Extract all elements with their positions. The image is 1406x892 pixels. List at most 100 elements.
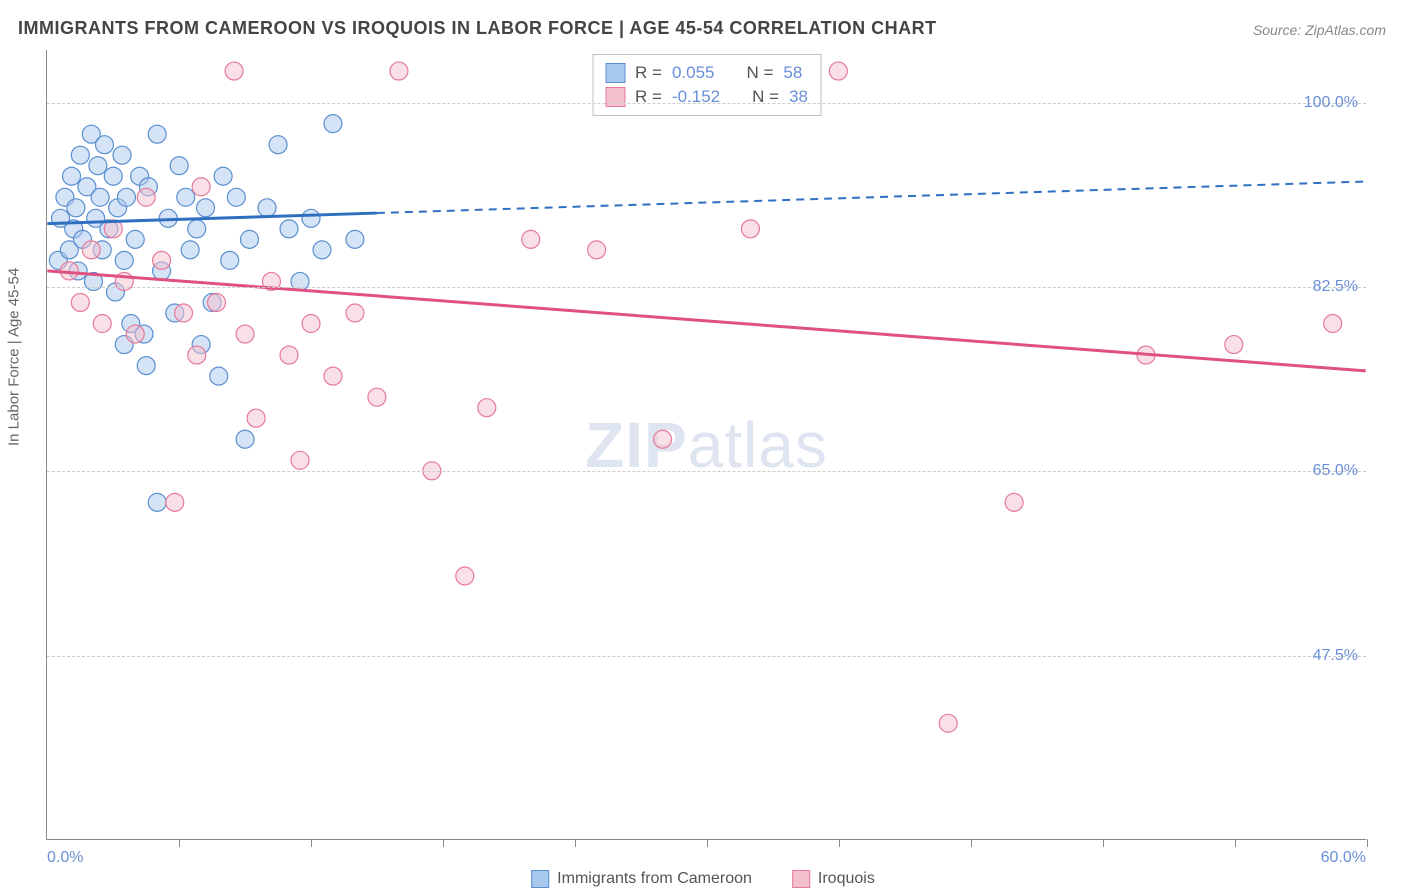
scatter-point [291, 451, 309, 469]
stats-swatch [605, 87, 625, 107]
x-tick [311, 839, 312, 847]
scatter-point [115, 251, 133, 269]
scatter-point [225, 62, 243, 80]
legend-swatch [792, 870, 810, 888]
x-tick [179, 839, 180, 847]
x-tick [443, 839, 444, 847]
legend-item: Iroquois [792, 870, 875, 888]
scatter-point [153, 251, 171, 269]
chart-container: IMMIGRANTS FROM CAMEROON VS IROQUOIS IN … [0, 0, 1406, 892]
x-max-label: 60.0% [1321, 849, 1366, 867]
scatter-point [192, 336, 210, 354]
scatter-point [221, 251, 239, 269]
scatter-point [78, 178, 96, 196]
scatter-point [654, 430, 672, 448]
scatter-point [166, 493, 184, 511]
scatter-point [236, 430, 254, 448]
legend-label: Iroquois [818, 870, 875, 888]
scatter-point [60, 262, 78, 280]
scatter-point [100, 220, 118, 238]
scatter-point [67, 199, 85, 217]
scatter-point [74, 230, 92, 248]
scatter-point [71, 293, 89, 311]
scatter-point [214, 167, 232, 185]
scatter-point [113, 146, 131, 164]
scatter-point [91, 188, 109, 206]
scatter-point [324, 367, 342, 385]
x-tick [707, 839, 708, 847]
watermark-light: atlas [688, 409, 828, 481]
scatter-point [117, 188, 135, 206]
stats-n-value: 38 [789, 87, 808, 107]
scatter-point [71, 146, 89, 164]
legend-label: Immigrants from Cameroon [557, 870, 752, 888]
scatter-point [82, 241, 100, 259]
bottom-legend: Immigrants from Cameroon Iroquois [531, 870, 875, 888]
gridline-h [47, 103, 1366, 104]
stats-n-value: 58 [783, 63, 802, 83]
scatter-svg [47, 50, 1366, 839]
scatter-point [137, 188, 155, 206]
scatter-point [192, 178, 210, 196]
scatter-point [247, 409, 265, 427]
stats-r-label: R = [635, 87, 662, 107]
scatter-point [175, 304, 193, 322]
scatter-point [49, 251, 67, 269]
scatter-point [60, 241, 78, 259]
gridline-h [47, 471, 1366, 472]
scatter-point [170, 157, 188, 175]
scatter-point [188, 346, 206, 364]
scatter-point [63, 167, 81, 185]
x-tick [575, 839, 576, 847]
scatter-point [522, 230, 540, 248]
plot-area: ZIPatlas 0.0% 60.0% R = 0.055 N = 58 R =… [46, 50, 1366, 840]
scatter-point [1225, 336, 1243, 354]
scatter-point [456, 567, 474, 585]
scatter-point [126, 230, 144, 248]
stats-r-value: -0.152 [672, 87, 720, 107]
stats-r-value: 0.055 [672, 63, 715, 83]
y-tick-label: 100.0% [1304, 94, 1358, 112]
legend-item: Immigrants from Cameroon [531, 870, 752, 888]
regression-line-dashed [377, 182, 1366, 214]
chart-source: Source: ZipAtlas.com [1253, 22, 1386, 38]
scatter-point [346, 230, 364, 248]
y-tick-label: 47.5% [1313, 647, 1358, 665]
scatter-point [126, 325, 144, 343]
stats-r-label: R = [635, 63, 662, 83]
scatter-point [159, 209, 177, 227]
scatter-point [95, 136, 113, 154]
scatter-point [939, 714, 957, 732]
scatter-point [741, 220, 759, 238]
gridline-h [47, 287, 1366, 288]
scatter-point [240, 230, 258, 248]
scatter-point [122, 315, 140, 333]
scatter-point [139, 178, 157, 196]
scatter-point [104, 220, 122, 238]
stats-n-label: N = [752, 87, 779, 107]
legend-swatch [531, 870, 549, 888]
scatter-point [135, 325, 153, 343]
x-tick [1235, 839, 1236, 847]
scatter-point [65, 220, 83, 238]
scatter-point [82, 125, 100, 143]
regression-line-solid [47, 213, 377, 224]
scatter-point [390, 62, 408, 80]
scatter-point [87, 209, 105, 227]
scatter-point [208, 293, 226, 311]
y-tick-label: 65.0% [1313, 462, 1358, 480]
scatter-point [148, 493, 166, 511]
x-tick [1367, 839, 1368, 847]
scatter-point [313, 241, 331, 259]
scatter-point [115, 336, 133, 354]
scatter-point [236, 325, 254, 343]
scatter-point [258, 199, 276, 217]
scatter-point [324, 115, 342, 133]
x-tick [839, 839, 840, 847]
watermark-bold: ZIP [585, 409, 688, 481]
chart-title: IMMIGRANTS FROM CAMEROON VS IROQUOIS IN … [18, 18, 937, 39]
scatter-point [89, 157, 107, 175]
scatter-point [1137, 346, 1155, 364]
x-min-label: 0.0% [47, 849, 83, 867]
scatter-point [829, 62, 847, 80]
